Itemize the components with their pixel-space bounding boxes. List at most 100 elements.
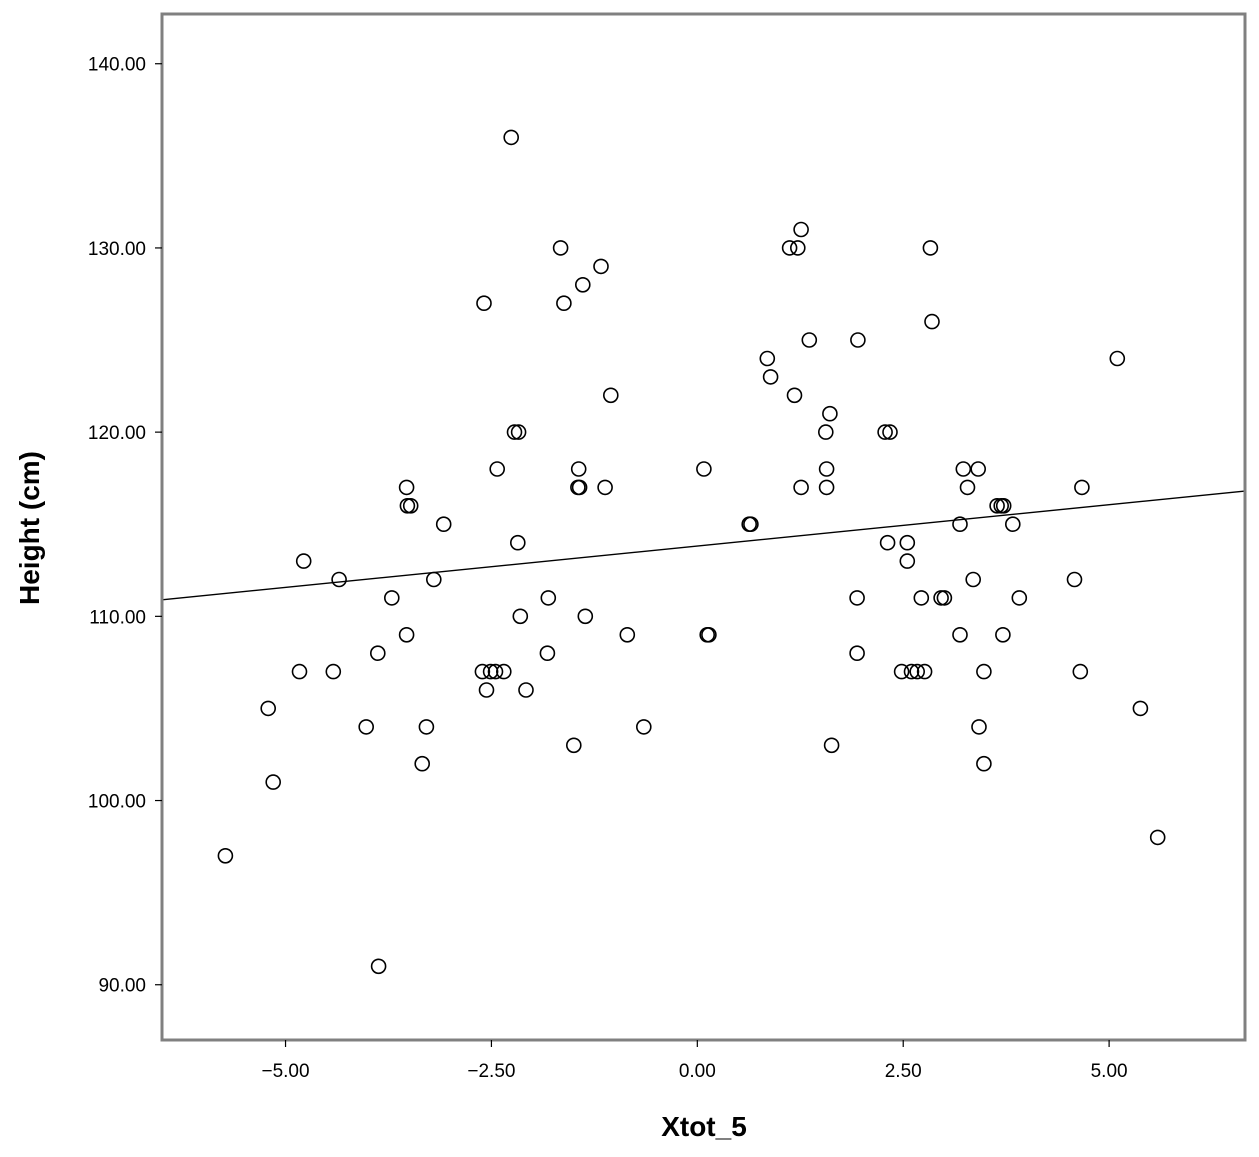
data-point [574, 276, 591, 293]
data-point [955, 461, 972, 477]
data-point [331, 571, 347, 588]
x-axis-title: Xtot_5 [661, 1111, 747, 1142]
data-point [509, 534, 526, 551]
data-point [995, 626, 1011, 643]
data-point [487, 663, 504, 680]
data-point [425, 571, 442, 588]
data-point [1011, 590, 1028, 606]
data-point [1132, 700, 1149, 717]
x-tick-label: −2.50 [467, 1061, 515, 1082]
fit-line [161, 490, 1246, 601]
y-tick-label: 90.00 [98, 976, 146, 997]
data-point [952, 516, 968, 533]
plot-frame [160, 12, 1247, 1042]
x-tick-label: 5.00 [1091, 1061, 1128, 1082]
x-tick-label: −5.00 [261, 1061, 309, 1082]
data-point [936, 590, 953, 606]
data-points [217, 129, 1166, 975]
data-point [789, 240, 806, 256]
data-point [556, 295, 572, 312]
y-tick-label: 140.00 [88, 55, 146, 76]
data-point [571, 479, 588, 496]
data-point [850, 332, 866, 348]
data-point [503, 129, 520, 146]
data-point [369, 645, 386, 662]
data-point [959, 479, 976, 496]
data-point [597, 479, 613, 496]
data-point [899, 534, 916, 551]
data-point [518, 682, 534, 698]
data-point [823, 737, 840, 754]
data-point [762, 369, 779, 385]
data-point [781, 240, 798, 256]
data-point [577, 608, 594, 625]
y-tick-label: 120.00 [88, 423, 146, 444]
data-point [877, 424, 893, 440]
y-tick-label: 100.00 [88, 792, 146, 813]
data-point [1149, 829, 1166, 846]
data-point [976, 663, 992, 680]
data-point [818, 479, 835, 496]
data-point [818, 461, 835, 477]
data-point [971, 719, 987, 735]
data-point [495, 663, 512, 680]
data-point [358, 719, 375, 735]
data-point [635, 719, 652, 735]
data-point [414, 755, 431, 772]
data-point [565, 737, 582, 754]
data-point [793, 221, 809, 238]
y-axis: 90.00 100.00 110.00 120.00 130.00 140.00 [88, 55, 162, 997]
data-point [418, 719, 435, 735]
data-point [1109, 350, 1126, 367]
data-point [570, 461, 587, 477]
data-point [893, 663, 910, 680]
data-point [370, 958, 387, 975]
x-tick-label: 0.00 [679, 1061, 716, 1082]
data-point [540, 590, 557, 606]
data-point [913, 590, 930, 606]
data-point [922, 240, 939, 256]
data-point [325, 663, 342, 680]
data-point [933, 590, 949, 606]
y-tick-label: 130.00 [88, 239, 146, 260]
data-point [903, 663, 920, 680]
data-point [398, 626, 415, 643]
data-point [759, 350, 776, 367]
data-point [1066, 571, 1083, 588]
data-point [506, 424, 523, 440]
data-point [970, 461, 987, 477]
data-point [489, 461, 506, 477]
data-point [801, 332, 818, 348]
data-point [924, 313, 940, 330]
data-point [260, 700, 277, 717]
data-point [909, 663, 926, 680]
data-point [976, 755, 992, 772]
data-point [786, 387, 803, 404]
data-point [1004, 516, 1021, 533]
data-point [1074, 479, 1090, 496]
y-tick-label: 110.00 [89, 607, 146, 628]
data-point [552, 240, 569, 256]
data-point [265, 774, 282, 790]
data-point [510, 424, 527, 440]
data-point [295, 553, 312, 569]
data-point [989, 497, 1005, 514]
data-point [916, 663, 933, 680]
data-point [478, 682, 495, 698]
data-point [435, 516, 452, 533]
data-point [593, 258, 609, 275]
data-point [701, 626, 717, 643]
data-point [1072, 663, 1089, 680]
data-point [399, 497, 416, 514]
data-point [882, 424, 898, 440]
data-point [899, 553, 916, 569]
data-point [474, 663, 491, 680]
x-tick-label: 2.50 [885, 1061, 922, 1082]
data-point [995, 497, 1012, 514]
data-point [476, 295, 492, 312]
data-point [965, 571, 982, 588]
data-point [817, 424, 834, 440]
data-point [402, 497, 419, 514]
data-point [849, 590, 865, 606]
